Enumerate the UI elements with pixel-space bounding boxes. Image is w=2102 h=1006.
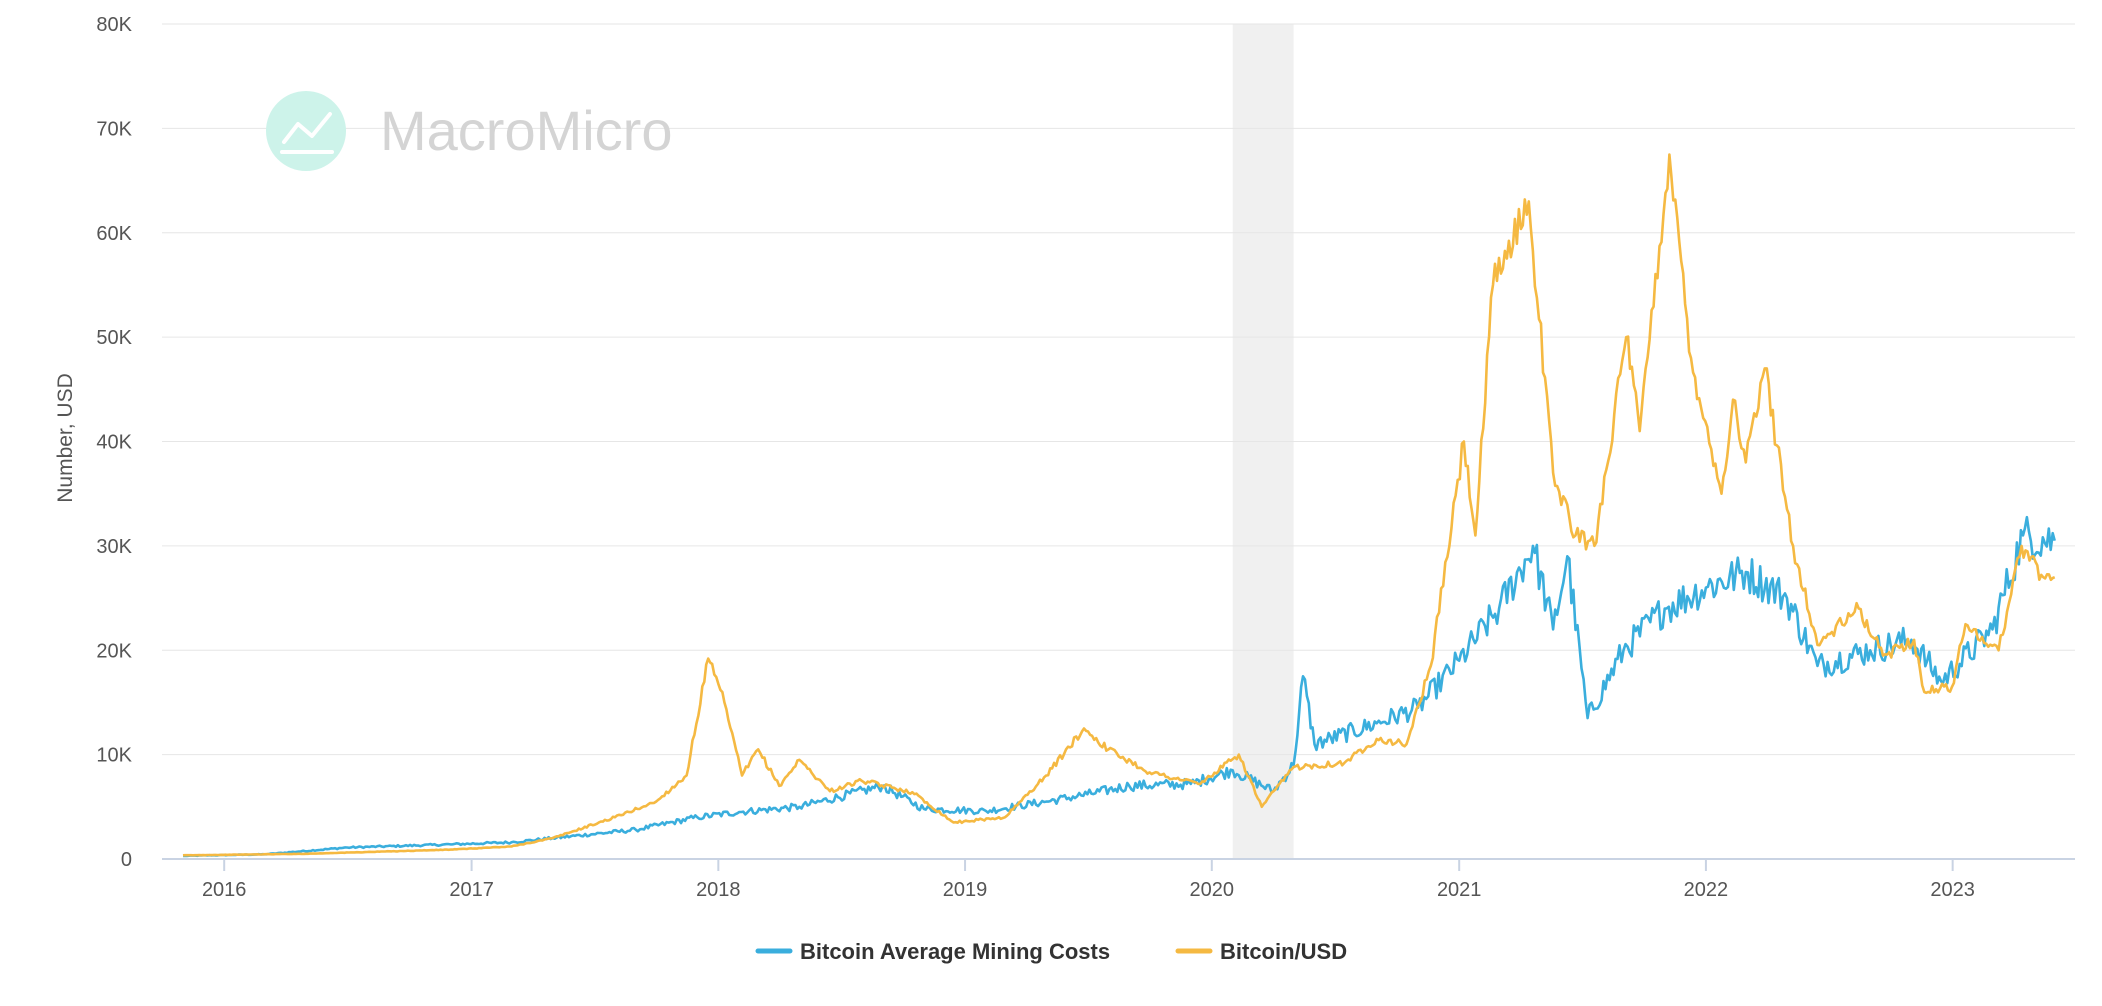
y-tick-label: 80K xyxy=(96,14,132,36)
x-tick-label: 2017 xyxy=(449,879,494,901)
x-tick-label: 2020 xyxy=(1190,879,1235,901)
legend: Bitcoin Average Mining Costs Bitcoin/USD xyxy=(755,939,1347,964)
axes: 0 10K 20K 30K 40K 50K 60K 70K 80K 2016 2017 2018 201… xyxy=(96,14,2075,901)
y-tick-label: 0 xyxy=(121,849,132,871)
y-tick-label: 30K xyxy=(96,536,132,558)
legend-label-bitcoin-usd: Bitcoin/USD xyxy=(1220,939,1347,964)
series-line-bitcoin-usd xyxy=(182,153,2056,857)
x-tick-label: 2016 xyxy=(202,879,247,901)
y-tick-label: 50K xyxy=(96,327,132,349)
x-tick-label: 2023 xyxy=(1930,879,1975,901)
y-axis-title: Number, USD xyxy=(54,373,77,503)
x-tick-label: 2021 xyxy=(1437,879,1482,901)
x-tick-label: 2019 xyxy=(943,879,988,901)
x-tick-label: 2022 xyxy=(1684,879,1729,901)
gridlines xyxy=(162,23,2075,756)
x-tick-label: 2018 xyxy=(696,879,741,901)
watermark: MacroMicro xyxy=(266,91,672,171)
legend-item-bitcoin-usd[interactable]: Bitcoin/USD xyxy=(1175,939,1347,964)
watermark-text: MacroMicro xyxy=(380,99,672,162)
y-tick-label: 40K xyxy=(96,432,132,454)
chart-trend-icon-line xyxy=(282,112,332,144)
legend-item-mining-costs[interactable]: Bitcoin Average Mining Costs xyxy=(755,939,1110,964)
legend-label-mining-costs: Bitcoin Average Mining Costs xyxy=(800,939,1110,964)
y-tick-label: 60K xyxy=(96,223,132,245)
series-lines xyxy=(182,153,2056,858)
y-tick-label: 70K xyxy=(96,118,132,140)
y-tick-label: 20K xyxy=(96,640,132,662)
y-tick-label: 10K xyxy=(96,745,132,767)
series-line-mining-costs xyxy=(182,515,2056,858)
